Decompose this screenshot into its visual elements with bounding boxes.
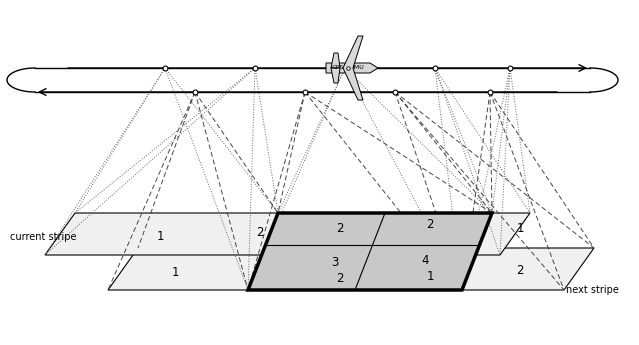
Text: IMU: IMU <box>352 65 364 70</box>
Text: 1: 1 <box>157 230 164 244</box>
Text: 1: 1 <box>516 221 524 235</box>
Text: 3: 3 <box>331 256 339 268</box>
Text: 2: 2 <box>426 218 434 231</box>
Polygon shape <box>108 248 594 290</box>
Text: 2: 2 <box>336 221 344 235</box>
Polygon shape <box>326 63 378 73</box>
Text: 2: 2 <box>256 226 264 238</box>
Text: GPS: GPS <box>332 65 344 70</box>
Text: next stripe: next stripe <box>566 285 619 295</box>
Text: 4: 4 <box>421 254 429 266</box>
Polygon shape <box>331 68 340 83</box>
Text: 2: 2 <box>336 272 344 285</box>
Polygon shape <box>248 213 492 290</box>
Text: 2: 2 <box>516 264 524 276</box>
Polygon shape <box>45 213 530 255</box>
Polygon shape <box>343 36 363 100</box>
Text: 1: 1 <box>171 266 179 278</box>
Text: current stripe: current stripe <box>10 232 77 242</box>
Text: 1: 1 <box>426 269 434 283</box>
Polygon shape <box>331 53 340 68</box>
